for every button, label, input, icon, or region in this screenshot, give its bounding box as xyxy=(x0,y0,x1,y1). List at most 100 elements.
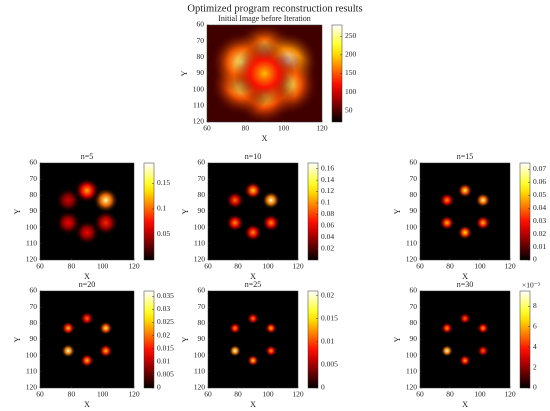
colorbar-tick-label: 0.14 xyxy=(321,175,334,184)
y-tick-label: 120 xyxy=(194,255,206,264)
colorbar-tick-label: 0.16 xyxy=(321,163,334,172)
heatmap-image xyxy=(226,181,280,242)
colorbar-tick-label: 2 xyxy=(533,362,537,371)
colorbar-tick-label: 0.04 xyxy=(533,203,546,212)
y-tick-label: 100 xyxy=(193,84,205,93)
figure-title: Optimized program reconstruction results xyxy=(187,3,362,14)
intensity-spot xyxy=(244,223,262,242)
y-tick-label: 120 xyxy=(26,255,38,264)
y-tick-label: 120 xyxy=(26,383,38,392)
colorbar xyxy=(307,162,319,261)
panel-title: n=5 xyxy=(81,152,94,161)
intensity-spot xyxy=(74,177,100,204)
colorbar-tick-label: 0.1 xyxy=(321,198,331,207)
y-tick-label: 60 xyxy=(198,286,206,295)
colorbar-tick-label: 0 xyxy=(533,383,537,392)
x-tick-label: 100 xyxy=(97,390,109,399)
intensity-spot xyxy=(247,312,259,325)
intensity-spot xyxy=(93,187,119,213)
colorbar-tick-label: 0.01 xyxy=(157,357,170,366)
heatmap-image xyxy=(61,311,113,368)
colorbar-unit: ×10⁻³ xyxy=(522,281,541,290)
x-tick-label: 120 xyxy=(128,390,140,399)
x-tick-label: 120 xyxy=(292,390,304,399)
x-tick-label: 60 xyxy=(36,390,44,399)
intensity-spot xyxy=(61,321,76,336)
y-tick-label: 70 xyxy=(198,174,206,183)
colorbar-tick-label: 0.01 xyxy=(321,337,334,346)
y-tick-label: 120 xyxy=(406,383,418,392)
heatmap-background xyxy=(208,163,298,260)
colorbar-tick-label: 0 xyxy=(533,255,537,264)
x-tick-label: 100 xyxy=(278,124,290,133)
y-tick-label: 70 xyxy=(30,174,38,183)
y-tick-label: 100 xyxy=(26,222,38,231)
colorbar-tick-label: 250 xyxy=(345,31,357,40)
intensity-spot xyxy=(229,322,241,335)
x-tick-label: 80 xyxy=(242,124,250,133)
heatmap-background xyxy=(208,291,298,388)
colorbar-tick-label: 0.05 xyxy=(157,229,170,238)
y-tick-label: 60 xyxy=(410,286,418,295)
colorbar-tick-label: 0.05 xyxy=(533,190,546,199)
x-tick-label: 60 xyxy=(416,262,424,271)
intensity-spot xyxy=(244,181,262,200)
colorbar-tick-label: 0.03 xyxy=(157,304,170,313)
y-tick-label: 90 xyxy=(410,334,418,343)
colorbar-tick-label: 0.015 xyxy=(321,313,338,322)
intensity-spot xyxy=(262,191,280,210)
intensity-spot xyxy=(441,322,453,335)
y-tick-label: 100 xyxy=(194,350,206,359)
x-axis-label: X xyxy=(250,272,256,281)
intensity-spot xyxy=(457,182,473,198)
colorbar-tick-label: 0.02 xyxy=(157,330,170,339)
intensity-spot xyxy=(80,353,94,368)
y-tick-label: 80 xyxy=(197,52,205,61)
intensity-spot xyxy=(441,344,453,357)
colorbar-tick-label: 0.06 xyxy=(533,177,546,186)
colorbar-tick-label: 150 xyxy=(345,68,357,77)
intensity-spot xyxy=(477,344,489,357)
colorbar-tick-label: 0.005 xyxy=(157,370,174,379)
x-tick-label: 100 xyxy=(474,262,486,271)
y-tick-label: 110 xyxy=(406,367,417,376)
colorbar-tick-label: 6 xyxy=(533,321,537,330)
colorbar xyxy=(519,162,531,261)
x-axis-label: X xyxy=(84,400,90,409)
x-tick-label: 60 xyxy=(36,262,44,271)
y-tick-label: 120 xyxy=(193,117,205,126)
colorbar-tick-label: 4 xyxy=(533,342,537,351)
x-tick-label: 100 xyxy=(474,390,486,399)
y-tick-label: 120 xyxy=(406,255,418,264)
heatmap-background xyxy=(40,291,134,388)
panel-title: n=20 xyxy=(79,280,96,289)
intensity-spot xyxy=(93,210,119,236)
panel-title: Initial Image before Iteration xyxy=(218,14,311,23)
x-tick-label: 80 xyxy=(68,390,76,399)
intensity-spot xyxy=(98,343,113,358)
intensity-spot xyxy=(262,213,280,232)
heatmap-background xyxy=(420,291,510,388)
x-tick-label: 80 xyxy=(234,390,242,399)
x-axis-label: X xyxy=(462,400,468,409)
x-tick-label: 120 xyxy=(128,262,140,271)
colorbar-tick-label: 8 xyxy=(533,301,537,310)
x-tick-label: 60 xyxy=(416,390,424,399)
intensity-spot xyxy=(247,354,259,367)
colorbar-tick-label: 0.07 xyxy=(533,164,546,173)
x-tick-label: 100 xyxy=(97,262,109,271)
x-tick-label: 120 xyxy=(316,124,328,133)
colorbar-tick-label: 0.02 xyxy=(321,290,334,299)
x-tick-label: 120 xyxy=(504,390,516,399)
y-tick-label: 90 xyxy=(198,206,206,215)
intensity-spot xyxy=(61,343,76,358)
x-tick-label: 60 xyxy=(204,262,212,271)
y-tick-label: 100 xyxy=(194,222,206,231)
colorbar-tick-label: 0.12 xyxy=(321,186,334,195)
y-tick-label: 70 xyxy=(198,302,206,311)
intensity-spot xyxy=(439,192,455,208)
intensity-spot xyxy=(233,42,296,105)
colorbar-tick-label: 0.08 xyxy=(321,209,334,218)
panel-title: n=30 xyxy=(457,280,474,289)
